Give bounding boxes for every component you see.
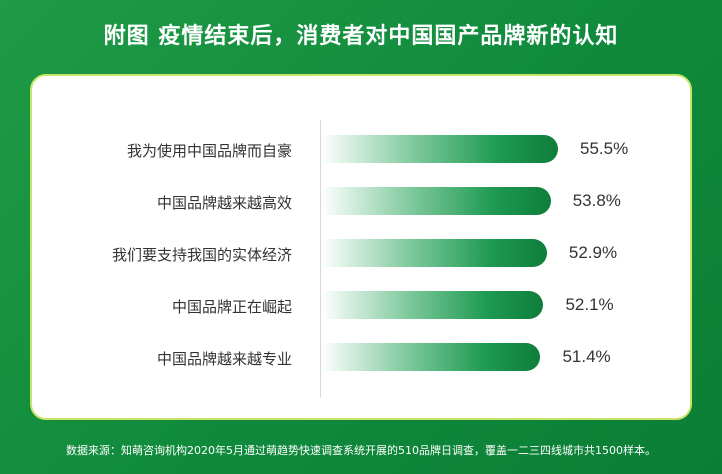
bar [321,291,544,319]
bar [321,343,541,371]
category-label: 中国品牌正在崛起 [171,298,292,316]
value-label: 52.9% [568,243,618,262]
value-label: 52.1% [565,295,614,314]
bar-row: 中国品牌正在崛起 52.1% [0,291,722,323]
category-axis-line [320,120,321,398]
chart-title: 附图 疫情结束后，消费者对中国国产品牌新的认知 [103,24,619,49]
bar-row: 中国品牌越来越专业 51.4% [0,343,722,375]
category-label: 我为使用中国品牌而自豪 [126,142,292,160]
bar [321,239,547,267]
category-label: 中国品牌越来越专业 [156,350,292,368]
data-source-note: 数据来源：知萌咨询机构2020年5月通过萌趋势快速调查系统开展的510品牌日调查… [66,444,656,457]
bar-row: 中国品牌越来越高效 53.8% [0,187,722,219]
value-label: 53.8% [572,191,621,210]
bar [321,135,558,163]
bar-row: 我们要支持我国的实体经济 52.9% [0,239,722,271]
value-label: 55.5% [579,139,629,158]
category-label: 我们要支持我国的实体经济 [111,246,292,264]
bar [321,187,551,215]
bar-row: 我为使用中国品牌而自豪 55.5% [0,135,722,167]
value-label: 51.4% [562,347,611,366]
category-label: 中国品牌越来越高效 [156,194,292,212]
